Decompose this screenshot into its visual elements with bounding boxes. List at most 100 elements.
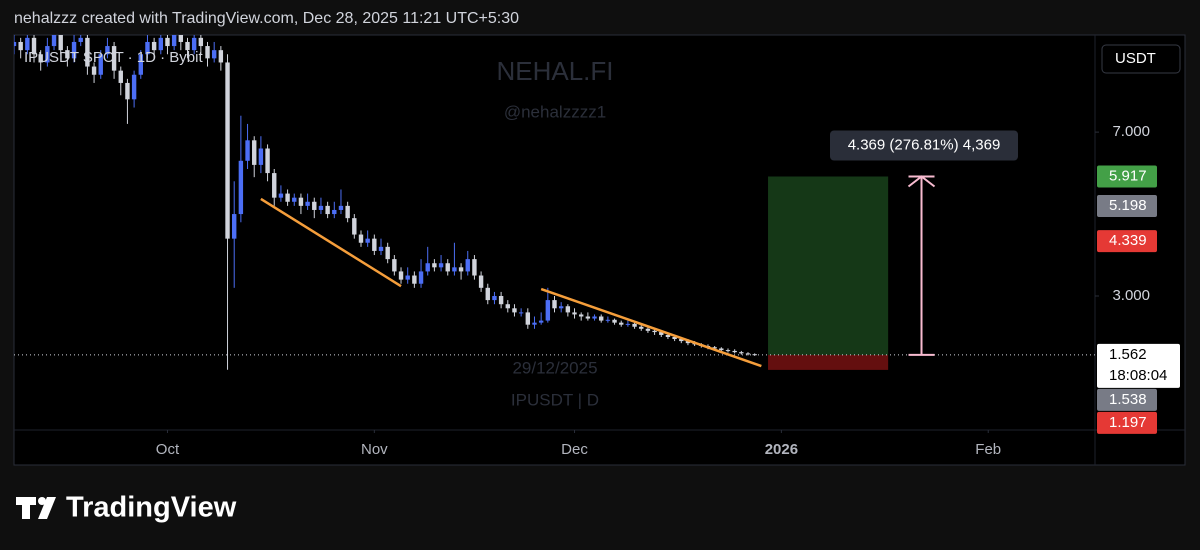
candle-body <box>352 218 357 235</box>
candle-body <box>98 54 103 75</box>
candle-body <box>185 41 190 51</box>
candle-body <box>125 82 130 100</box>
candle-body <box>512 308 517 313</box>
candle-body <box>372 238 377 251</box>
candle-body <box>385 246 390 260</box>
candle-body <box>505 304 510 309</box>
price-label-box <box>1097 165 1157 188</box>
candle-body <box>679 339 684 342</box>
candle-body <box>85 37 90 67</box>
candle-body <box>218 50 224 63</box>
candle-body <box>65 50 70 59</box>
candle-body <box>619 322 624 325</box>
candle-body <box>51 35 57 47</box>
logo-dot <box>38 497 46 505</box>
candle-body <box>25 37 30 51</box>
candle-body <box>525 312 531 325</box>
watermark: @nehalzzzz1 <box>504 102 606 121</box>
watermark: NEHAL.FI <box>496 56 613 86</box>
price-label: 5.917 <box>1109 167 1147 184</box>
candle-body <box>298 197 304 206</box>
candle-body <box>438 263 444 268</box>
candle-body <box>278 193 284 198</box>
symbol-label: IPUSDT SPOT · 1D · Bybit <box>24 49 203 66</box>
candle-body <box>719 348 724 351</box>
candle-body <box>518 312 524 314</box>
candle-body <box>405 275 410 280</box>
candle-body <box>558 306 564 309</box>
measure-label-box <box>830 130 1018 161</box>
price-label-box <box>1097 411 1157 434</box>
candle-body <box>445 263 450 272</box>
candle-body <box>365 238 370 243</box>
x-tick-label: 2026 <box>765 441 798 458</box>
price-label-box <box>1097 388 1157 411</box>
candle-body <box>138 54 143 75</box>
price-countdown: 18:08:04 <box>1109 367 1167 384</box>
position-loss <box>768 354 889 370</box>
candle-body <box>585 316 591 319</box>
candle-body <box>485 287 490 301</box>
watermark: 29/12/2025 <box>512 358 597 377</box>
candle-body <box>18 41 23 51</box>
candle-body <box>578 314 584 317</box>
trendline <box>540 287 762 368</box>
candle-body <box>325 205 330 215</box>
currency-label: USDT <box>1115 50 1156 67</box>
candle-body <box>178 35 184 42</box>
trendline <box>260 197 402 288</box>
candle-body <box>632 323 637 327</box>
measure-label: 4.369 (276.81%) 4,369 <box>848 136 1001 153</box>
candle-body <box>272 173 277 198</box>
candle-body <box>545 300 551 321</box>
candle-body <box>645 328 651 331</box>
candle-body <box>71 41 77 59</box>
price-label: 4.339 <box>1109 232 1147 249</box>
candle-body <box>151 41 157 51</box>
candle-body <box>425 263 430 272</box>
candle-body <box>592 316 597 319</box>
candle-body <box>91 66 97 75</box>
logo-mark <box>16 497 36 519</box>
candle-body <box>532 322 537 325</box>
candle-body <box>285 193 290 202</box>
candle-body <box>191 37 197 51</box>
candle-body <box>318 205 324 210</box>
candle-body <box>171 35 177 47</box>
candle-body <box>538 320 544 323</box>
candle-body <box>165 37 170 47</box>
candle-body <box>605 319 611 321</box>
candle-body <box>312 201 317 210</box>
candle-body <box>652 330 657 333</box>
candle-body <box>45 46 50 63</box>
candle-body <box>472 259 477 276</box>
candle-body <box>292 197 297 202</box>
candle-body <box>78 37 83 42</box>
candle-body <box>712 347 717 349</box>
candle-body <box>131 74 137 100</box>
candle-body <box>452 267 457 272</box>
candle-body <box>745 353 751 355</box>
price-label: 1.538 <box>1109 391 1147 408</box>
currency-box <box>1101 44 1181 74</box>
candle-body <box>305 201 310 206</box>
candle-body <box>345 205 350 219</box>
x-tick-label: Feb <box>975 441 1001 458</box>
candle-body <box>732 350 737 353</box>
candle-body <box>332 209 337 215</box>
price-label-box <box>1097 194 1157 217</box>
position-profit <box>768 176 889 355</box>
chart-panel <box>13 34 1186 466</box>
candle-body <box>118 70 123 83</box>
candle-body <box>145 41 150 55</box>
footer-brand: TradingView <box>66 492 237 524</box>
candle-body <box>572 312 577 315</box>
x-tick-label: Oct <box>156 441 180 458</box>
candle-body <box>392 259 397 272</box>
plot-area <box>14 35 1095 370</box>
candle-body <box>38 54 43 63</box>
candle-body <box>418 271 424 284</box>
header: nehalzzz created with TradingView.com, D… <box>14 10 519 27</box>
candle-body <box>492 296 497 301</box>
